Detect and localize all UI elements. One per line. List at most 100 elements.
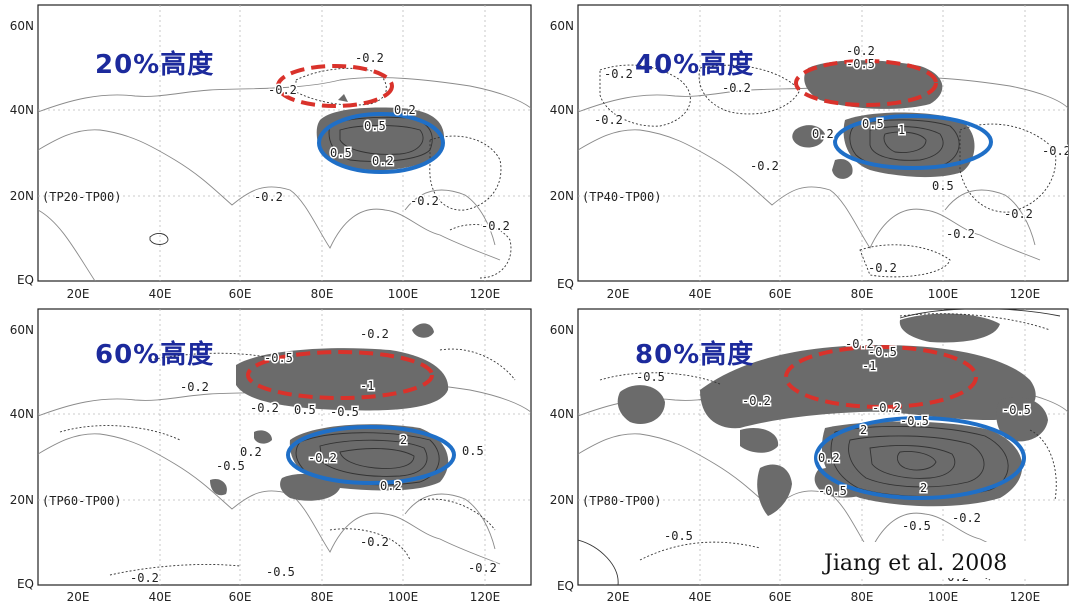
contour-label: -0.2 <box>468 561 497 575</box>
panel-tp60: -0.2-0.2-0.5-1-0.2 -0.5-0.20.20.520.2-0.5… <box>37 308 532 586</box>
contour-label: -0.2 <box>180 380 209 394</box>
experiment-label: (TP60-TP00) <box>42 494 121 508</box>
contour-label: 1 <box>898 123 905 137</box>
contour-labels: -0.2-0.2-0.5-0.2-0.20.20.5 1-0.20.5-0.2-0… <box>593 43 1071 277</box>
contour-label: -0.5 <box>216 459 245 473</box>
x-tick-label: 20E <box>67 287 90 301</box>
red-ellipse <box>784 345 978 409</box>
x-tick-label: 80E <box>311 287 334 301</box>
experiment-label: (TP80-TP00) <box>582 494 661 508</box>
y-tick-label: 20N <box>10 493 34 507</box>
red-ellipse <box>246 350 434 400</box>
overlay-ellipses <box>246 350 456 485</box>
panel-tp40: -0.2-0.2-0.5-0.2-0.20.20.5 1-0.20.5-0.2-0… <box>577 4 1071 282</box>
y-tick-label: 40N <box>10 407 34 421</box>
panel-tp20: -0.2 -0.2 0.2 0.5 0.5 0.2 -0.2 -0.2 -0.2 20%高度 (… <box>37 4 532 282</box>
x-tick-label: 100E <box>928 287 959 301</box>
shaded-region <box>617 313 1048 516</box>
panel-title: 20%高度 <box>95 49 214 80</box>
contour-labels: -0.2 -0.2 0.2 0.5 0.5 0.2 -0.2 -0.2 -0.2 <box>253 50 512 235</box>
y-tick-label: 60N <box>550 19 574 33</box>
experiment-label: (TP20-TP00) <box>42 190 121 204</box>
x-tick-label: 120E <box>1010 287 1041 301</box>
contour-label: -0.5 <box>818 484 847 498</box>
map-body: -0.2-0.2-0.5-1-0.2 -0.5-0.20.20.520.2-0.5… <box>38 309 531 585</box>
contour-label: 0.2 <box>812 127 834 141</box>
solid-contours-extra <box>578 309 1061 585</box>
dashed-contours <box>599 64 1057 278</box>
coastline <box>38 77 531 281</box>
y-tick-label: 40N <box>550 407 574 421</box>
contour-label: -0.2 <box>268 83 297 97</box>
y-tick-label: 40N <box>10 103 34 117</box>
panel-title: 40%高度 <box>635 49 754 80</box>
contour-label: -1 <box>862 359 876 373</box>
blue-ellipse <box>286 425 456 485</box>
panel-frame <box>37 4 532 282</box>
contour-label: -0.5 <box>264 351 293 365</box>
x-tick-label: 120E <box>470 287 501 301</box>
contour-label: -0.2 <box>355 51 384 65</box>
x-tick-label: 100E <box>388 590 419 604</box>
contour-label: 0.5 <box>462 444 484 458</box>
y-tick-label: 60N <box>10 19 34 33</box>
contour-label: -0.5 <box>1002 403 1031 417</box>
contour-label: 2 <box>400 433 407 447</box>
contour-label: 0.2 <box>380 479 402 493</box>
x-tick-label: 60E <box>769 287 792 301</box>
citation: Jiang et al. 2008 <box>822 551 1007 576</box>
overlay-ellipses <box>794 59 993 170</box>
red-ellipse <box>794 59 938 107</box>
x-tick-label: 20E <box>607 590 630 604</box>
x-tick-label: 80E <box>851 590 874 604</box>
contour-label: -0.2 <box>845 337 874 351</box>
contour-label: 0.5 <box>294 403 316 417</box>
contour-label: -0.2 <box>872 401 901 415</box>
y-tick-label: 20N <box>550 189 574 203</box>
contour-label: -0.2 <box>868 261 897 275</box>
contour-label: -0.2 <box>946 227 975 241</box>
map-body: -0.2-0.2-0.5-0.2-0.20.20.5 1-0.20.5-0.2-0… <box>578 5 1071 281</box>
contours <box>830 425 1009 497</box>
x-tick-label: 60E <box>229 287 252 301</box>
x-tick-label: 40E <box>689 287 712 301</box>
x-tick-label: 100E <box>388 287 419 301</box>
y-tick-label: EQ <box>17 577 34 591</box>
contour-label: -0.2 <box>481 219 510 233</box>
x-tick-label: 120E <box>470 590 501 604</box>
contour-label: 0.2 <box>394 103 416 117</box>
contour-label: 2 <box>860 423 867 437</box>
dashed-contours <box>295 67 512 279</box>
y-tick-label: EQ <box>557 277 574 291</box>
x-tick-label: 80E <box>851 287 874 301</box>
contour-label: 0.2 <box>240 445 262 459</box>
contour-label: -0.2 <box>254 190 283 204</box>
contour-label: -0.5 <box>846 57 875 71</box>
contour-label: -0.5 <box>330 405 359 419</box>
y-tick-label: 20N <box>550 493 574 507</box>
shaded-region <box>316 94 445 171</box>
contour-label: -0.2 <box>360 535 389 549</box>
contour-label: -0.2 <box>1042 144 1071 158</box>
contour-label: -0.5 <box>664 529 693 543</box>
contour-label: -0.5 <box>868 345 897 359</box>
x-tick-label: 80E <box>311 590 334 604</box>
contours <box>295 432 440 486</box>
contour-label: -1 <box>360 379 374 393</box>
contour-label: 0.5 <box>862 117 884 131</box>
x-tick-label: 60E <box>229 590 252 604</box>
overlay-ellipses <box>276 64 445 174</box>
contour-label: -0.2 <box>604 67 633 81</box>
x-tick-label: 120E <box>1010 590 1041 604</box>
contour-label: 0.5 <box>364 119 386 133</box>
contour-label: -0.2 <box>250 401 279 415</box>
red-ellipse <box>276 64 394 108</box>
y-tick-label: 20N <box>10 189 34 203</box>
y-tick-label: EQ <box>557 579 574 593</box>
y-tick-label: 60N <box>550 323 574 337</box>
panel-title: 60%高度 <box>95 339 214 370</box>
citation-backdrop <box>818 542 1066 578</box>
contour-label: -0.2 <box>722 81 751 95</box>
contour-label: 0.2 <box>372 154 394 168</box>
overlay-ellipses <box>784 345 1026 500</box>
